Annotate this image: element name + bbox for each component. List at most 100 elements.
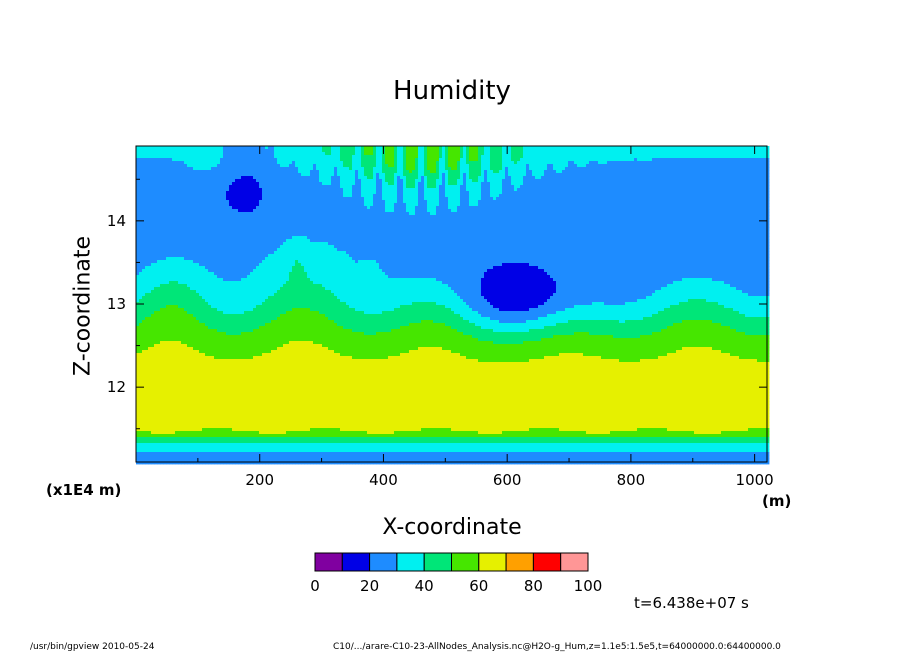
heatmap-cell xyxy=(292,185,296,189)
heatmap-cell xyxy=(598,167,602,171)
heatmap-cell xyxy=(229,215,233,219)
heatmap-cell xyxy=(322,149,326,153)
heatmap-cell xyxy=(655,188,659,192)
heatmap-cell xyxy=(739,188,743,192)
heatmap-cell xyxy=(283,173,287,177)
heatmap-cell xyxy=(400,197,404,201)
heatmap-cell xyxy=(397,170,401,174)
heatmap-cell xyxy=(151,215,155,219)
heatmap-cell xyxy=(409,155,413,159)
heatmap-cell xyxy=(253,182,257,186)
heatmap-cell xyxy=(559,161,563,165)
heatmap-cell xyxy=(187,158,191,162)
heatmap-cell xyxy=(535,167,539,171)
heatmap-cell xyxy=(355,149,359,153)
heatmap-cell xyxy=(403,146,407,150)
heatmap-cell xyxy=(352,155,356,159)
heatmap-cell xyxy=(286,155,290,159)
heatmap-cell xyxy=(154,206,158,210)
heatmap-cell xyxy=(490,188,494,192)
heatmap-cell xyxy=(271,164,275,168)
heatmap-cell xyxy=(151,176,155,180)
heatmap-cell xyxy=(550,149,554,153)
heatmap-cell xyxy=(439,200,443,204)
heatmap-cell xyxy=(484,182,488,186)
heatmap-cell xyxy=(535,179,539,183)
heatmap-cell xyxy=(442,203,446,207)
heatmap-cell xyxy=(454,173,458,177)
heatmap-cell xyxy=(475,209,479,213)
heatmap-cell xyxy=(394,155,398,159)
heatmap-cell xyxy=(406,152,410,156)
heatmap-cell xyxy=(430,170,434,174)
heatmap-cell xyxy=(475,164,479,168)
heatmap-cell xyxy=(631,182,635,186)
heatmap-cell xyxy=(727,185,731,189)
heatmap-cell xyxy=(715,173,719,177)
heatmap-cell xyxy=(412,206,416,210)
heatmap-cell xyxy=(658,206,662,210)
heatmap-cell xyxy=(466,206,470,210)
heatmap-cell xyxy=(322,212,326,216)
heatmap-cell xyxy=(178,161,182,165)
heatmap-cell xyxy=(316,155,320,159)
heatmap-cell xyxy=(466,170,470,174)
heatmap-cell xyxy=(709,200,713,204)
heatmap-cell xyxy=(742,152,746,156)
heatmap-cell xyxy=(349,149,353,153)
heatmap-cell xyxy=(673,176,677,180)
heatmap-cell xyxy=(226,155,230,159)
heatmap-cell xyxy=(271,146,275,150)
heatmap-cell xyxy=(394,152,398,156)
heatmap-cell xyxy=(409,203,413,207)
heatmap-cell xyxy=(283,197,287,201)
heatmap-cell xyxy=(559,203,563,207)
heatmap-cell xyxy=(565,158,569,162)
heatmap-cell xyxy=(148,152,152,156)
heatmap-cell xyxy=(286,215,290,219)
heatmap-cell xyxy=(682,155,686,159)
heatmap-cell xyxy=(271,161,275,165)
heatmap-cell xyxy=(553,203,557,207)
heatmap-cell xyxy=(136,155,140,159)
heatmap-cell xyxy=(352,170,356,174)
heatmap-cell xyxy=(253,191,257,195)
heatmap-cell xyxy=(142,212,146,216)
heatmap-cell xyxy=(229,146,233,150)
heatmap-cell xyxy=(589,212,593,216)
heatmap-cell xyxy=(328,152,332,156)
heatmap-cell xyxy=(262,200,266,204)
heatmap-cell xyxy=(247,155,251,159)
heatmap-cell xyxy=(577,149,581,153)
heatmap-cell xyxy=(160,215,164,219)
heatmap-cell xyxy=(526,158,530,162)
heatmap-cell xyxy=(289,209,293,213)
heatmap-cell xyxy=(586,155,590,159)
heatmap-cell xyxy=(565,170,569,174)
heatmap-cell xyxy=(499,173,503,177)
heatmap-cell xyxy=(718,212,722,216)
heatmap-cell xyxy=(721,185,725,189)
heatmap-cell xyxy=(424,167,428,171)
heatmap-cell xyxy=(388,146,392,150)
heatmap-cell xyxy=(331,170,335,174)
heatmap-cell xyxy=(250,167,254,171)
heatmap-cell xyxy=(163,152,167,156)
heatmap-cell xyxy=(202,179,206,183)
heatmap-cell xyxy=(265,167,269,171)
heatmap-cell xyxy=(730,206,734,210)
heatmap-cell xyxy=(388,161,392,165)
heatmap-cell xyxy=(673,167,677,171)
heatmap-cell xyxy=(208,215,212,219)
heatmap-cell xyxy=(679,155,683,159)
heatmap-cell xyxy=(499,152,503,156)
heatmap-cell xyxy=(745,185,749,189)
heatmap-cell xyxy=(646,212,650,216)
heatmap-cell xyxy=(682,188,686,192)
heatmap-cell xyxy=(652,197,656,201)
heatmap-cell xyxy=(703,158,707,162)
heatmap-cell xyxy=(394,158,398,162)
heatmap-cell xyxy=(718,203,722,207)
heatmap-cell xyxy=(679,203,683,207)
heatmap-cell xyxy=(439,161,443,165)
